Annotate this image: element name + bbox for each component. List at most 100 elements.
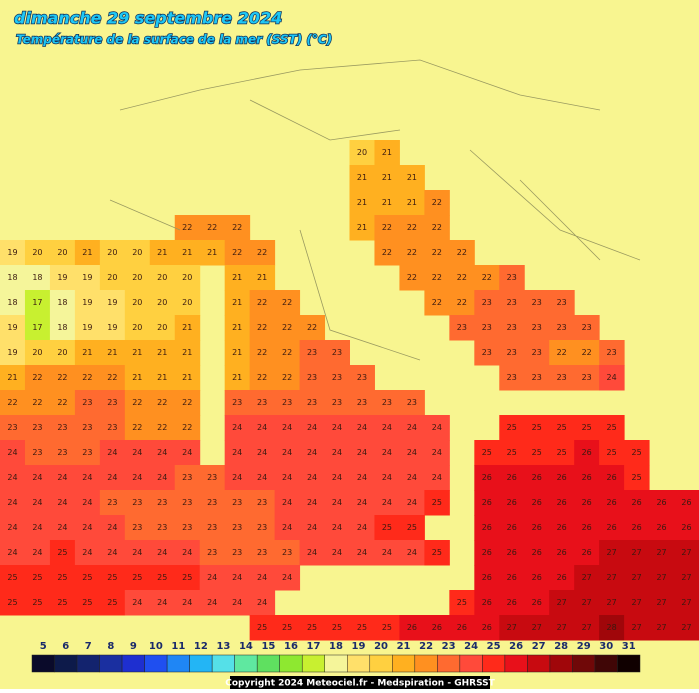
sea-cell	[299, 465, 326, 491]
sst-value: 25	[532, 448, 542, 457]
sst-value: 23	[82, 448, 92, 457]
sea-cell	[599, 440, 625, 466]
sea-cell	[174, 340, 201, 366]
sea-cell	[224, 315, 251, 341]
sea-cell	[199, 490, 226, 516]
sea-cell	[599, 565, 625, 591]
sea-cell	[549, 315, 575, 341]
sst-value: 24	[82, 548, 92, 557]
sea-cell	[524, 590, 550, 616]
sst-value: 24	[332, 523, 342, 532]
sst-value: 18	[32, 273, 42, 282]
sea-cell	[324, 490, 350, 516]
sea-cell	[424, 190, 450, 216]
sea-cell	[499, 490, 525, 516]
sea-cell	[299, 315, 326, 341]
sea-cell	[499, 565, 525, 591]
sst-value: 20	[132, 248, 142, 257]
sst-value: 24	[382, 448, 392, 457]
sst-value: 20	[132, 273, 142, 282]
sea-cell	[274, 290, 301, 316]
sea-cell	[549, 590, 575, 616]
legend-swatch	[189, 654, 213, 673]
sst-value: 23	[507, 348, 517, 357]
sea-cell	[49, 290, 76, 316]
sst-value: 24	[257, 598, 267, 607]
sst-value: 19	[82, 323, 92, 332]
sea-cell	[149, 390, 176, 416]
sst-value: 21	[132, 373, 142, 382]
sea-cell	[299, 515, 326, 541]
sea-cell	[149, 290, 176, 316]
sst-value: 22	[432, 298, 442, 307]
sea-cell	[524, 540, 550, 566]
sst-value: 22	[282, 298, 292, 307]
sea-cell	[449, 265, 475, 291]
sst-value: 24	[232, 423, 242, 432]
sst-value: 24	[107, 473, 117, 482]
sst-value: 24	[57, 523, 67, 532]
sst-value: 23	[82, 398, 92, 407]
sea-cell	[274, 515, 301, 541]
sea-cell	[149, 590, 176, 616]
sea-cell	[449, 290, 475, 316]
sea-cell	[149, 265, 176, 291]
sea-cell	[249, 315, 276, 341]
sea-cell	[499, 265, 525, 291]
sst-value: 24	[82, 473, 92, 482]
sea-cell	[249, 515, 276, 541]
sst-value: 24	[132, 598, 142, 607]
sea-cell	[49, 590, 76, 616]
sst-value: 27	[582, 573, 592, 582]
sea-cell	[124, 290, 151, 316]
sst-value: 25	[107, 573, 117, 582]
sst-value: 26	[507, 498, 517, 507]
sst-value: 24	[107, 548, 117, 557]
sea-cell	[374, 215, 400, 241]
sea-cell	[424, 465, 450, 491]
sst-value: 21	[107, 348, 117, 357]
sea-cell	[374, 390, 400, 416]
sea-cell	[274, 615, 301, 641]
sea-cell	[574, 340, 600, 366]
sst-value: 27	[681, 623, 691, 632]
sst-value: 24	[182, 548, 192, 557]
sea-cell	[124, 540, 151, 566]
sst-value: 19	[107, 298, 117, 307]
sea-cell	[374, 190, 400, 216]
sst-value: 24	[232, 473, 242, 482]
sst-value: 23	[482, 298, 492, 307]
sst-value: 27	[557, 623, 567, 632]
legend-swatch	[301, 654, 325, 673]
sst-value: 24	[232, 598, 242, 607]
sst-value: 23	[107, 398, 117, 407]
sst-value: 21	[382, 148, 392, 157]
sea-cell	[24, 540, 51, 566]
sst-value: 27	[656, 548, 666, 557]
sea-cell	[599, 340, 625, 366]
sst-value: 24	[7, 523, 17, 532]
sst-value: 24	[182, 598, 192, 607]
sea-cell	[399, 240, 425, 266]
sst-value: 22	[182, 398, 192, 407]
sst-value: 27	[631, 623, 641, 632]
sea-cell	[0, 490, 26, 516]
sea-cell	[74, 340, 101, 366]
sea-cell	[24, 365, 51, 391]
sst-value: 26	[532, 573, 542, 582]
sea-cell	[624, 515, 650, 541]
sst-value: 22	[557, 348, 567, 357]
sst-value: 26	[656, 523, 666, 532]
sea-cell	[74, 465, 101, 491]
sst-value: 24	[32, 548, 42, 557]
sst-value: 24	[307, 498, 317, 507]
sst-value: 25	[631, 473, 641, 482]
sst-value: 18	[7, 273, 17, 282]
sea-cell	[224, 540, 251, 566]
sst-value: 26	[582, 473, 592, 482]
sst-value: 23	[507, 373, 517, 382]
sst-value: 22	[282, 373, 292, 382]
sea-cell	[174, 565, 201, 591]
sst-value: 25	[357, 623, 367, 632]
sea-cell	[499, 315, 525, 341]
